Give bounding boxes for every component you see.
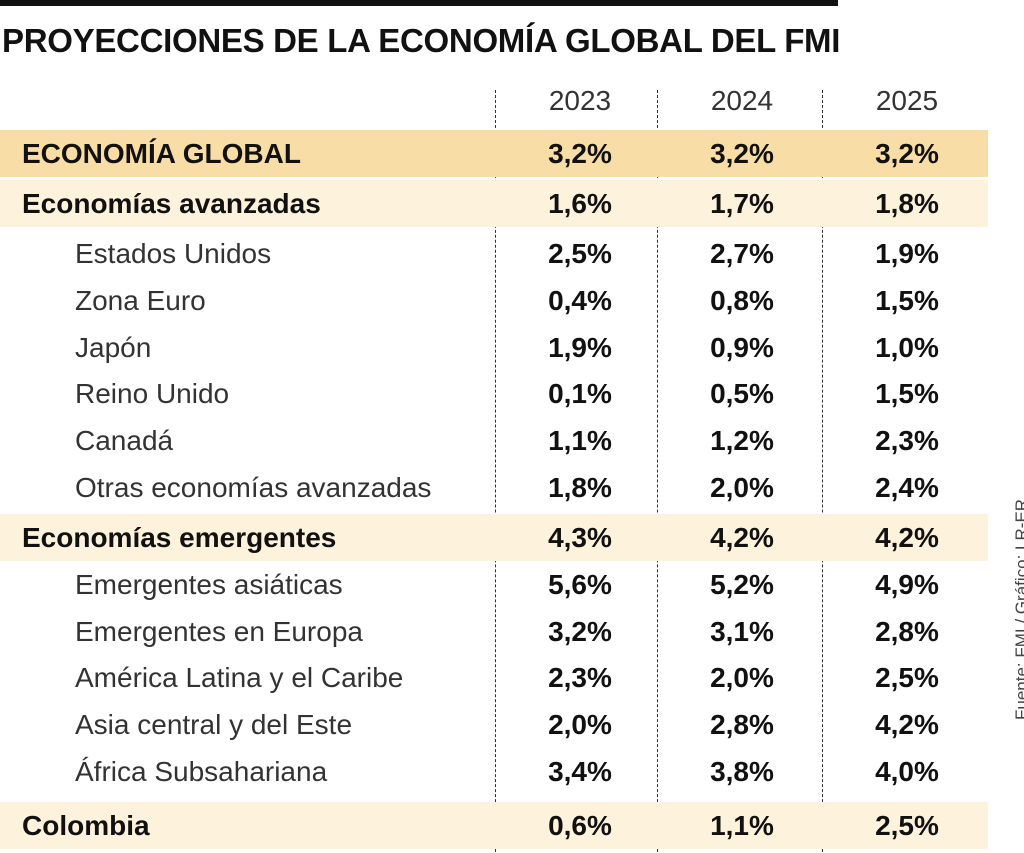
value-cell-2025: 4,2% <box>875 522 939 553</box>
table-row: Emergentes asiáticas 5,6% 5,2% 4,9% <box>0 561 988 608</box>
value-cell-2023: 3,2% <box>548 138 612 169</box>
source-credit: Fuente: FMI / Gráfico: LR-ER <box>1012 498 1024 720</box>
row-label: África Subsahariana <box>75 756 328 787</box>
value-cell-2023: 1,6% <box>548 188 612 219</box>
chart-title: PROYECCIONES DE LA ECONOMÍA GLOBAL DEL F… <box>2 22 841 59</box>
column-divider <box>822 90 823 852</box>
value-cell-2024: 1,1% <box>710 810 774 841</box>
row-label: Canadá <box>75 425 174 456</box>
column-header-2024: 2024 <box>710 85 774 116</box>
row-label: Economías avanzadas <box>22 188 321 219</box>
row-label: Asia central y del Este <box>75 709 353 740</box>
column-divider <box>657 90 658 852</box>
row-label: Reino Unido <box>75 378 230 409</box>
value-cell-2025: 2,4% <box>875 472 939 503</box>
value-cell-2025: 4,0% <box>875 756 939 787</box>
value-cell-2024: 2,7% <box>710 238 774 269</box>
row-label: Colombia <box>22 810 150 841</box>
value-cell-2025: 3,2% <box>875 138 939 169</box>
value-cell-2023: 2,0% <box>548 709 612 740</box>
row-label: Emergentes asiáticas <box>75 569 343 600</box>
value-cell-2023: 1,9% <box>548 332 612 363</box>
table-row: África Subsahariana 3,4% 3,8% 4,0% <box>0 748 988 795</box>
row-label: ECONOMÍA GLOBAL <box>22 138 301 169</box>
row-label: Zona Euro <box>75 285 206 316</box>
table-row: ECONOMÍA GLOBAL 3,2% 3,2% 3,2% <box>0 130 988 177</box>
column-header-2023: 2023 <box>548 85 612 116</box>
table-row: Reino Unido 0,1% 0,5% 1,5% <box>0 370 988 417</box>
value-cell-2023: 1,8% <box>548 472 612 503</box>
value-cell-2025: 1,8% <box>875 188 939 219</box>
value-cell-2023: 2,3% <box>548 662 612 693</box>
value-cell-2023: 0,6% <box>548 810 612 841</box>
table-row: Economías emergentes 4,3% 4,2% 4,2% <box>0 514 988 561</box>
value-cell-2024: 0,8% <box>710 285 774 316</box>
value-cell-2025: 2,5% <box>875 810 939 841</box>
value-cell-2024: 1,7% <box>710 188 774 219</box>
value-cell-2024: 0,5% <box>710 378 774 409</box>
value-cell-2024: 2,8% <box>710 709 774 740</box>
table-row: Japón 1,9% 0,9% 1,0% <box>0 324 988 371</box>
table-row: Colombia 0,6% 1,1% 2,5% <box>0 802 988 849</box>
value-cell-2024: 1,2% <box>710 425 774 456</box>
table-row: Economías avanzadas 1,6% 1,7% 1,8% <box>0 180 988 227</box>
column-divider <box>495 90 496 852</box>
table-row: Estados Unidos 2,5% 2,7% 1,9% <box>0 230 988 277</box>
value-cell-2024: 2,0% <box>710 472 774 503</box>
table-row: América Latina y el Caribe 2,3% 2,0% 2,5% <box>0 654 988 701</box>
value-cell-2023: 5,6% <box>548 569 612 600</box>
row-label: Japón <box>75 332 152 363</box>
table-row: Asia central y del Este 2,0% 2,8% 4,2% <box>0 701 988 748</box>
value-cell-2023: 0,1% <box>548 378 612 409</box>
value-cell-2025: 1,0% <box>875 332 939 363</box>
value-cell-2025: 2,8% <box>875 616 939 647</box>
value-cell-2024: 3,1% <box>710 616 774 647</box>
row-label: América Latina y el Caribe <box>75 662 404 693</box>
value-cell-2024: 3,2% <box>710 138 774 169</box>
row-label: Estados Unidos <box>75 238 272 269</box>
value-cell-2025: 1,9% <box>875 238 939 269</box>
value-cell-2024: 0,9% <box>710 332 774 363</box>
value-cell-2023: 4,3% <box>548 522 612 553</box>
value-cell-2025: 4,9% <box>875 569 939 600</box>
value-cell-2023: 0,4% <box>548 285 612 316</box>
value-cell-2025: 2,3% <box>875 425 939 456</box>
table-row: Zona Euro 0,4% 0,8% 1,5% <box>0 277 988 324</box>
table-row: Canadá 1,1% 1,2% 2,3% <box>0 417 988 464</box>
table-row: Emergentes en Europa 3,2% 3,1% 2,8% <box>0 608 988 655</box>
value-cell-2025: 1,5% <box>875 378 939 409</box>
value-cell-2025: 2,5% <box>875 662 939 693</box>
value-cell-2023: 3,4% <box>548 756 612 787</box>
row-label: Otras economías avanzadas <box>75 472 432 503</box>
row-label: Emergentes en Europa <box>75 616 363 647</box>
column-header-2025: 2025 <box>875 85 939 116</box>
value-cell-2025: 1,5% <box>875 285 939 316</box>
value-cell-2023: 2,5% <box>548 238 612 269</box>
value-cell-2023: 3,2% <box>548 616 612 647</box>
value-cell-2025: 4,2% <box>875 709 939 740</box>
row-label: Economías emergentes <box>22 522 337 553</box>
value-cell-2023: 1,1% <box>548 425 612 456</box>
value-cell-2024: 4,2% <box>710 522 774 553</box>
top-rule <box>0 0 838 6</box>
value-cell-2024: 3,8% <box>710 756 774 787</box>
table-row: Otras economías avanzadas 1,8% 2,0% 2,4% <box>0 464 988 511</box>
value-cell-2024: 5,2% <box>710 569 774 600</box>
value-cell-2024: 2,0% <box>710 662 774 693</box>
